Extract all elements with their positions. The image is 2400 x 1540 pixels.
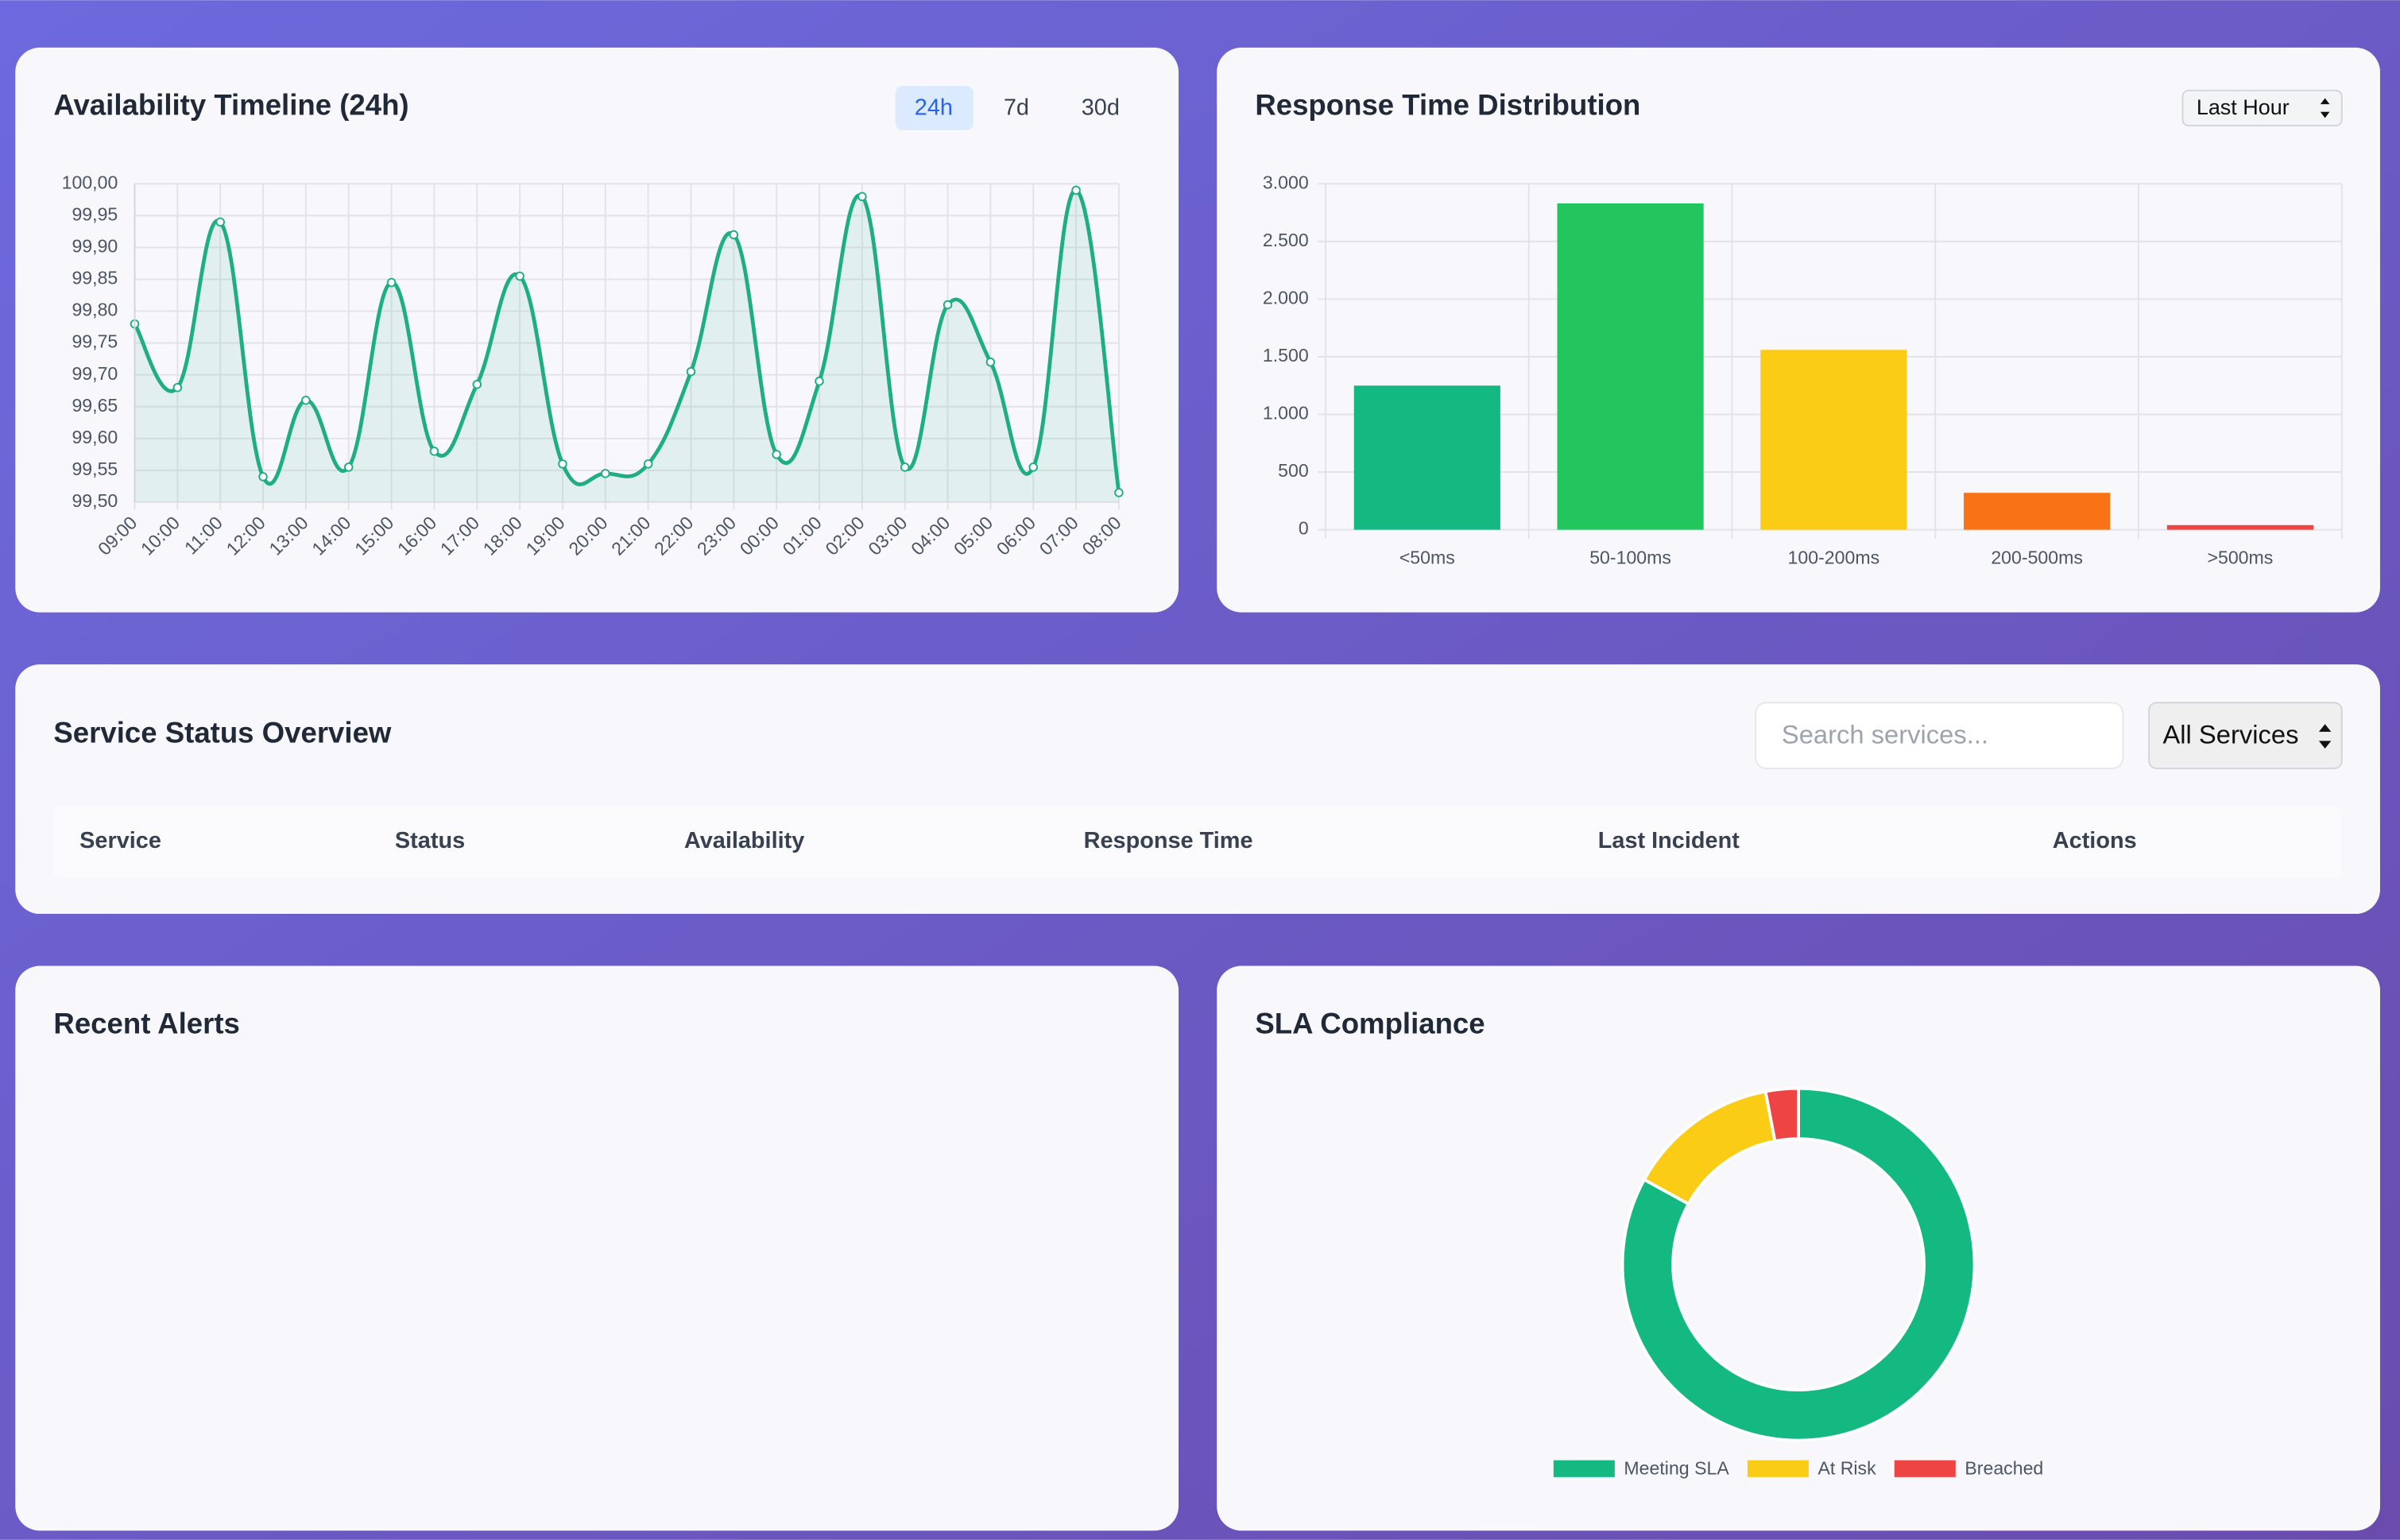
column-header: Availability: [684, 828, 804, 853]
range-button[interactable]: 24h: [915, 95, 953, 121]
point: [729, 230, 739, 240]
point: [258, 472, 268, 482]
y-tick-label: 99,80: [72, 300, 118, 320]
point: [386, 277, 397, 288]
doughnut-slice: [1763, 1086, 1800, 1143]
point: [215, 217, 225, 227]
point: [772, 450, 781, 459]
bar: [1964, 493, 2111, 530]
select-arrows: [2318, 724, 2332, 749]
y-tick-label: 99,75: [72, 331, 118, 352]
y-tick-label: 99,90: [72, 236, 118, 257]
point: [1028, 462, 1039, 472]
y-tick-label: 1.500: [1263, 345, 1309, 366]
x-tick-label: <50ms: [1399, 547, 1455, 567]
x-tick-label: 50-100ms: [1589, 547, 1671, 567]
legend-swatch: [1553, 1460, 1615, 1477]
point: [343, 462, 354, 472]
y-tick-label: 99,70: [72, 363, 118, 384]
area: [134, 190, 1119, 502]
point: [857, 192, 867, 202]
point: [601, 469, 610, 478]
y-tick-label: 99,65: [72, 395, 118, 416]
doughnut-slice: [1620, 1086, 1976, 1442]
table-header-row: Service Status Availability Response Time La…: [79, 828, 2137, 853]
legend: Meeting SLA At Risk Breached: [1553, 1457, 2043, 1478]
bar: [2166, 524, 2314, 530]
y-tick-label: 99,55: [72, 459, 118, 479]
y-tick-label: 99,50: [72, 490, 118, 511]
x-tick-label: 200-500ms: [1991, 547, 2083, 567]
range-button[interactable]: 7d: [1004, 95, 1029, 121]
y-tick-label: 100,00: [62, 172, 118, 192]
card: [15, 965, 1179, 1531]
select[interactable]: [2181, 89, 2343, 127]
card-title: Response Time Distribution: [1255, 89, 1640, 122]
range-button[interactable]: 30d: [1082, 95, 1120, 121]
y-tick-label: 2.500: [1263, 230, 1309, 250]
y-tick-label: 0: [1299, 518, 1309, 539]
point: [900, 462, 910, 472]
bar: [1353, 385, 1500, 530]
point: [1071, 185, 1081, 195]
card-title: SLA Compliance: [1255, 1007, 1485, 1039]
x-tick-label: >500ms: [2207, 547, 2273, 567]
card-title: Availability Timeline (24h): [53, 89, 408, 122]
y-tick-label: 2.000: [1263, 288, 1309, 308]
point: [1114, 488, 1124, 497]
y-tick-label: 500: [1278, 460, 1309, 481]
x-tick-label: 100-200ms: [1788, 547, 1880, 567]
y-tick-label: 3.000: [1263, 172, 1309, 192]
y-tick-label: 99,85: [72, 268, 118, 288]
point: [643, 459, 653, 469]
column-header: Status: [395, 828, 465, 853]
bar: [1760, 350, 1907, 530]
column-header: Actions: [2053, 828, 2137, 853]
column-header: Response Time: [1084, 828, 1253, 853]
y-tick-label: 99,60: [72, 427, 118, 447]
filter-label[interactable]: All Services: [2162, 719, 2298, 749]
point: [943, 300, 953, 310]
point: [558, 459, 567, 469]
card-title: Recent Alerts: [53, 1007, 239, 1039]
legend-label: Meeting SLA: [1624, 1457, 1729, 1478]
select-label[interactable]: Last Hour: [2197, 95, 2290, 119]
column-header: Last Incident: [1598, 828, 1740, 853]
card: [1217, 965, 2380, 1531]
point: [429, 447, 439, 456]
point: [515, 271, 525, 281]
filter-select[interactable]: [2148, 702, 2343, 770]
point: [472, 379, 482, 389]
card-title: Service Status Overview: [53, 716, 392, 749]
bar: [1557, 203, 1704, 530]
point: [301, 395, 311, 405]
legend-swatch: [1894, 1460, 1956, 1477]
table-header: [53, 807, 2342, 877]
range-button-active[interactable]: [895, 86, 974, 130]
point: [815, 376, 824, 386]
point: [686, 366, 696, 377]
column-header: Service: [79, 828, 161, 853]
select-arrows: [2320, 98, 2330, 118]
line: [133, 188, 1121, 493]
search-input[interactable]: [1755, 702, 2124, 770]
point: [172, 382, 183, 393]
y-tick-label: 99,95: [72, 204, 118, 225]
legend-label: Breached: [1965, 1457, 2043, 1478]
y-tick-label: 1.000: [1263, 403, 1309, 424]
legend-label: At Risk: [1817, 1457, 1876, 1478]
card: [1217, 47, 2380, 613]
search-placeholder: Search services...: [1782, 719, 1988, 749]
point: [985, 357, 996, 367]
legend-swatch: [1747, 1460, 1809, 1477]
